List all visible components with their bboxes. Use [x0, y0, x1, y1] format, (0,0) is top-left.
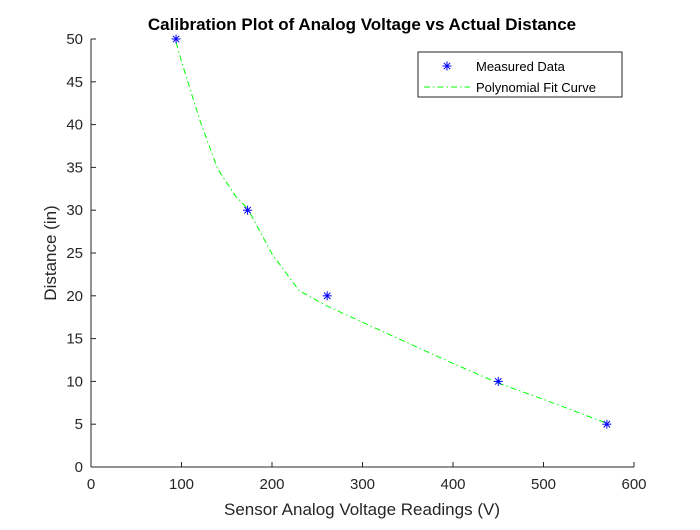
asterisk-stroke	[443, 62, 451, 70]
y-tick-label: 0	[75, 459, 83, 476]
y-tick-label: 30	[66, 202, 83, 219]
marker-layer	[171, 34, 612, 429]
y-tick-label: 20	[66, 288, 83, 305]
tick-layer: 0 100 200 300 400 500 600 0 5 10 15 20 25 30 35 40 45 50	[66, 31, 646, 493]
x-tick-label: 0	[87, 476, 95, 493]
polynomial-fit-curve	[175, 42, 608, 424]
measured-data-point	[171, 34, 181, 44]
legend: Measured Data Polynomial Fit Curve	[417, 51, 623, 98]
legend-marker-measured-data	[442, 61, 452, 71]
y-tick-label: 35	[66, 159, 83, 176]
chart-title: Calibration Plot of Analog Voltage vs Ac…	[148, 15, 576, 34]
x-tick-label: 100	[169, 476, 194, 493]
x-tick-label: 200	[259, 476, 284, 493]
measured-data-point	[243, 205, 253, 215]
y-axis-label: Distance (in)	[41, 205, 60, 300]
asterisk-stroke	[323, 292, 331, 300]
asterisk-stroke	[603, 420, 611, 428]
x-tick-label: 300	[350, 476, 375, 493]
legend-box	[417, 51, 623, 98]
y-tick-label: 50	[66, 31, 83, 48]
asterisk-stroke	[244, 206, 252, 214]
y-tick-label: 10	[66, 373, 83, 390]
measured-data-point	[602, 419, 612, 429]
y-tick-label: 5	[75, 416, 83, 433]
asterisk-stroke	[172, 35, 180, 43]
legend-asterisk-icon	[442, 61, 452, 71]
y-tick-label: 15	[66, 331, 83, 348]
x-axis-label: Sensor Analog Voltage Readings (V)	[224, 500, 500, 519]
legend-label-polynomial-fit: Polynomial Fit Curve	[476, 80, 596, 95]
measured-data-point	[493, 376, 503, 386]
asterisk-stroke	[494, 377, 502, 385]
measured-data-point	[322, 291, 332, 301]
plot-area	[91, 39, 634, 467]
y-tick-label: 45	[66, 74, 83, 91]
x-tick-label: 500	[531, 476, 556, 493]
y-tick-label: 25	[66, 245, 83, 262]
x-tick-label: 600	[621, 476, 646, 493]
x-tick-label: 400	[440, 476, 465, 493]
y-tick-label: 40	[66, 117, 83, 134]
fit-curve-layer	[175, 42, 608, 424]
legend-label-measured-data: Measured Data	[476, 59, 566, 74]
